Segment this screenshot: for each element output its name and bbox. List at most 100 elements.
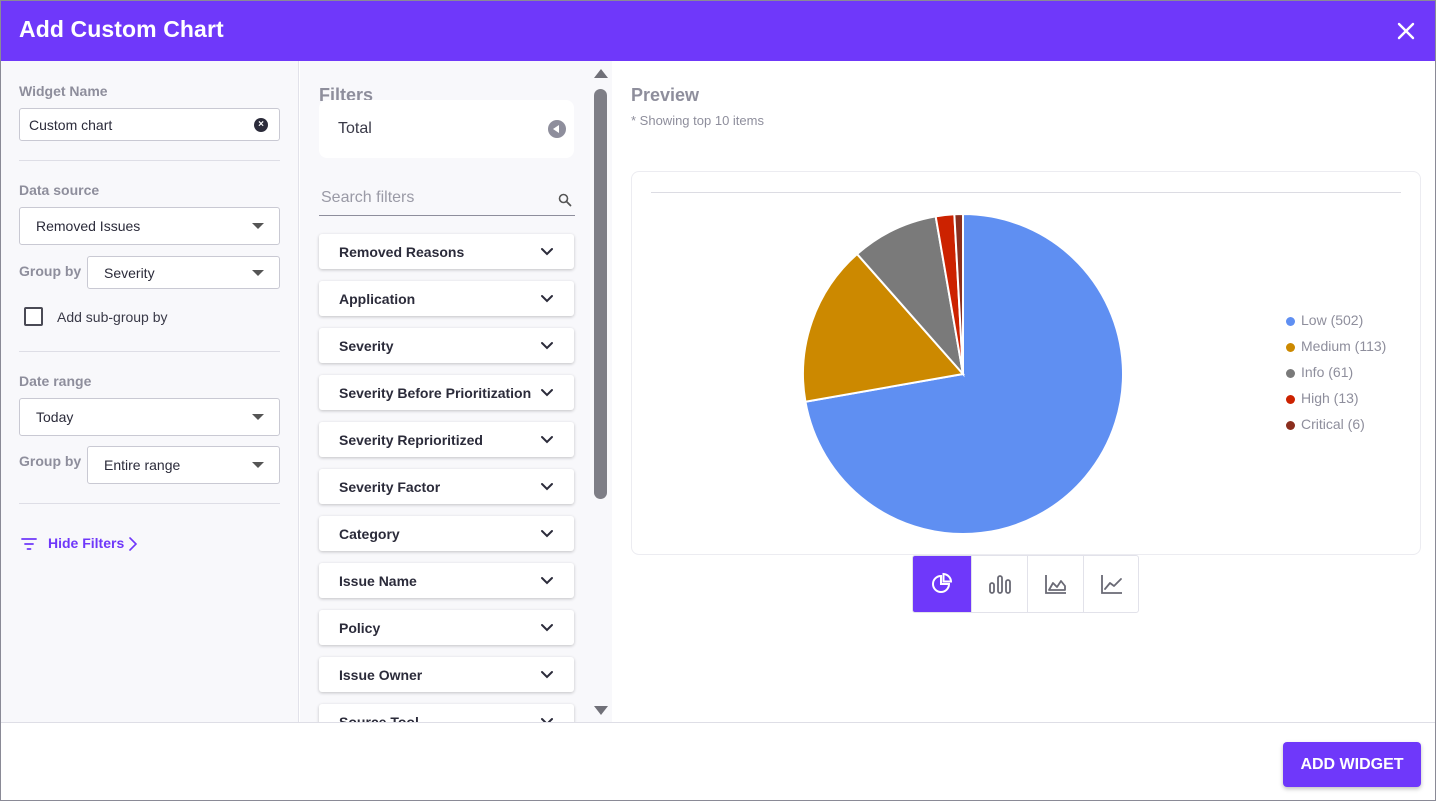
scrollbar-thumb[interactable]	[594, 89, 607, 499]
widget-name-input[interactable]: Custom chart ×	[19, 108, 280, 141]
data-source-select[interactable]: Removed Issues	[19, 207, 280, 245]
chevron-down-icon	[541, 436, 553, 444]
legend-label: High (13)	[1301, 390, 1359, 406]
filter-item-label: Issue Owner	[339, 667, 423, 683]
preview-title: Preview	[631, 85, 700, 105]
hide-filters-label: Hide Filters	[48, 535, 125, 551]
area-chart-icon	[1044, 575, 1066, 594]
filter-accordion-item[interactable]: Severity	[319, 328, 574, 363]
legend-swatch	[1286, 395, 1295, 404]
preview-note: * Showing top 10 items	[631, 113, 764, 128]
chevron-down-icon	[541, 718, 553, 722]
chevron-down-icon	[541, 483, 553, 491]
data-source-value: Removed Issues	[36, 218, 141, 234]
legend-label: Low (502)	[1301, 312, 1364, 328]
filter-accordion-item[interactable]: Source Tool	[319, 704, 574, 722]
date-range-value: Today	[36, 409, 74, 425]
chevron-down-icon	[541, 389, 553, 397]
bar-chart-type-button[interactable]	[971, 556, 1027, 612]
widget-name-label: Widget Name	[19, 83, 108, 99]
filter-accordion-item[interactable]: Severity Before Prioritization	[319, 375, 574, 410]
filter-accordion-item[interactable]: Application	[319, 281, 574, 316]
chevron-down-icon	[541, 577, 553, 585]
filter-item-label: Severity Factor	[339, 479, 441, 495]
date-range-select[interactable]: Today	[19, 398, 280, 436]
date-group-by-select[interactable]: Entire range	[87, 446, 280, 484]
dropdown-caret-icon	[252, 269, 264, 276]
close-icon[interactable]	[1392, 17, 1420, 45]
total-filter-card[interactable]: Total	[319, 100, 574, 158]
scroll-down-arrow[interactable]	[594, 706, 608, 715]
legend-label: Medium (113)	[1301, 338, 1387, 354]
filter-item-label: Severity	[339, 338, 394, 354]
filter-item-label: Issue Name	[339, 573, 417, 589]
legend-swatch	[1286, 317, 1295, 326]
data-source-label: Data source	[19, 182, 100, 198]
filter-search	[319, 183, 575, 216]
pie-chart-type-button[interactable]	[913, 556, 971, 612]
filter-item-label: Removed Reasons	[339, 244, 465, 260]
filter-item-label: Application	[339, 291, 416, 307]
total-label: Total	[338, 120, 372, 137]
dropdown-caret-icon	[252, 462, 264, 468]
pie-slice-info[interactable]	[855, 215, 965, 378]
filter-accordion-item[interactable]: Removed Reasons	[319, 234, 574, 269]
area-chart-type-button[interactable]	[1027, 556, 1083, 612]
search-icon	[558, 193, 572, 207]
chevron-down-icon	[541, 671, 553, 679]
chevron-right-icon	[129, 537, 138, 551]
dialog-header: Add Custom Chart	[1, 1, 1435, 61]
sub-group-label: Add sub-group by	[57, 309, 168, 325]
divider	[19, 351, 280, 352]
divider	[19, 160, 280, 161]
divider	[19, 503, 280, 504]
widget-name-value: Custom chart	[29, 116, 113, 133]
filter-accordion-item[interactable]: Issue Name	[319, 563, 574, 598]
dialog-footer: ADD WIDGET	[1, 722, 1435, 800]
filter-item-label: Source Tool	[339, 714, 419, 722]
filter-accordion-item[interactable]: Category	[319, 516, 574, 551]
chart-divider	[651, 192, 1401, 193]
filter-icon	[21, 538, 37, 550]
line-chart-type-button[interactable]	[1083, 556, 1139, 612]
group-by-value: Severity	[104, 264, 155, 281]
filter-accordion-item[interactable]: Issue Owner	[319, 657, 574, 692]
chart-preview-card: Low (502) Medium (113) Info (61) High (13) C…	[631, 171, 1421, 555]
date-group-by-value: Entire range	[104, 457, 181, 473]
chevron-down-icon	[541, 248, 553, 256]
legend-label: Info (61)	[1301, 364, 1354, 380]
filter-accordion-item[interactable]: Severity Factor	[319, 469, 574, 504]
line-chart-icon	[1100, 575, 1122, 594]
pie-slice-critical[interactable]	[953, 212, 964, 375]
group-by-label: Group by	[19, 263, 82, 279]
legend-swatch	[1286, 369, 1295, 378]
filter-accordion-item[interactable]: Policy	[319, 610, 574, 645]
legend-swatch	[1286, 343, 1295, 352]
filters-panel: Filters Total Removed ReasonsApplication…	[300, 61, 612, 722]
chart-type-toggle	[912, 555, 1139, 613]
filter-accordion-item[interactable]: Severity Reprioritized	[319, 422, 574, 457]
clear-icon[interactable]: ×	[254, 117, 268, 132]
search-filters-input[interactable]	[321, 189, 541, 207]
filter-item-label: Category	[339, 526, 400, 542]
chevron-down-icon	[541, 295, 553, 303]
filter-item-label: Severity Reprioritized	[339, 432, 483, 448]
dialog-title: Add Custom Chart	[19, 16, 224, 42]
sub-group-checkbox[interactable]	[24, 307, 43, 326]
scroll-up-arrow[interactable]	[594, 69, 608, 78]
collapse-left-icon[interactable]	[548, 120, 566, 138]
legend-swatch	[1286, 421, 1295, 430]
group-by-select[interactable]: Severity	[87, 256, 280, 289]
pie-slice-medium[interactable]	[802, 252, 965, 403]
filter-item-label: Policy	[339, 620, 381, 636]
dropdown-caret-icon	[252, 414, 264, 420]
chevron-down-icon	[541, 530, 553, 538]
chevron-down-icon	[541, 624, 553, 632]
add-widget-button[interactable]: ADD WIDGET	[1283, 742, 1421, 787]
chevron-down-icon	[541, 342, 553, 350]
filter-item-label: Severity Before Prioritization	[339, 385, 532, 401]
pie-chart-icon	[932, 572, 953, 593]
settings-panel: Widget Name Custom chart × Data source R…	[1, 61, 299, 722]
date-group-by-label: Group by	[19, 453, 82, 469]
